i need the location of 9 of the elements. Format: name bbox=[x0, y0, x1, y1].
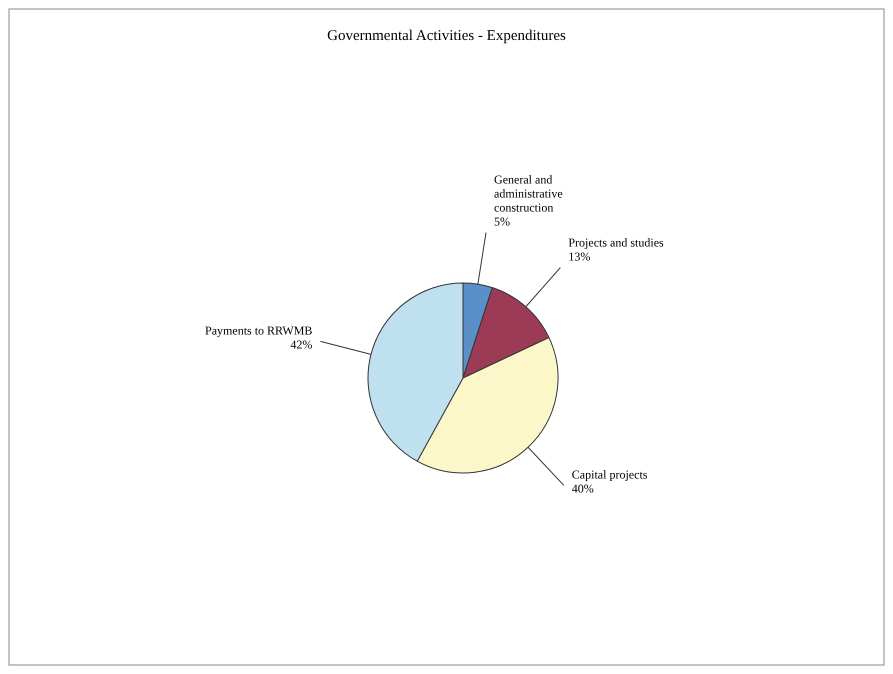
slice-label: General and administrative construction bbox=[494, 172, 563, 215]
slice-label: Capital projects bbox=[572, 467, 648, 482]
data-label: 42% bbox=[290, 337, 312, 352]
data-label: 40% bbox=[572, 481, 594, 496]
slice-label: Payments to RRWMB bbox=[205, 323, 312, 338]
data-label: 5% bbox=[494, 214, 510, 229]
chart-title: Governmental Activities - Expenditures bbox=[327, 28, 566, 44]
slice-label: Projects and studies bbox=[568, 236, 664, 250]
data-label: 13% bbox=[568, 250, 590, 264]
